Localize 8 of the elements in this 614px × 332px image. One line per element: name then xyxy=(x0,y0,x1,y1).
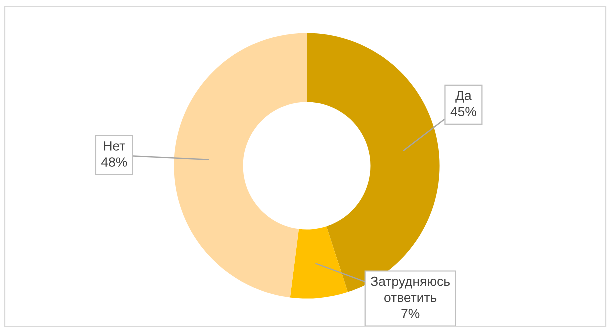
slice-label: Да xyxy=(456,91,472,103)
slice-label: Затрудняюсь ответить xyxy=(371,276,450,302)
data-label: 45% xyxy=(450,107,476,117)
donut-slice xyxy=(290,226,348,299)
data-label: 48% xyxy=(102,158,128,167)
data-label: 7% xyxy=(402,309,420,318)
slice-label: Нет xyxy=(104,142,126,151)
donut-slice xyxy=(174,33,307,298)
